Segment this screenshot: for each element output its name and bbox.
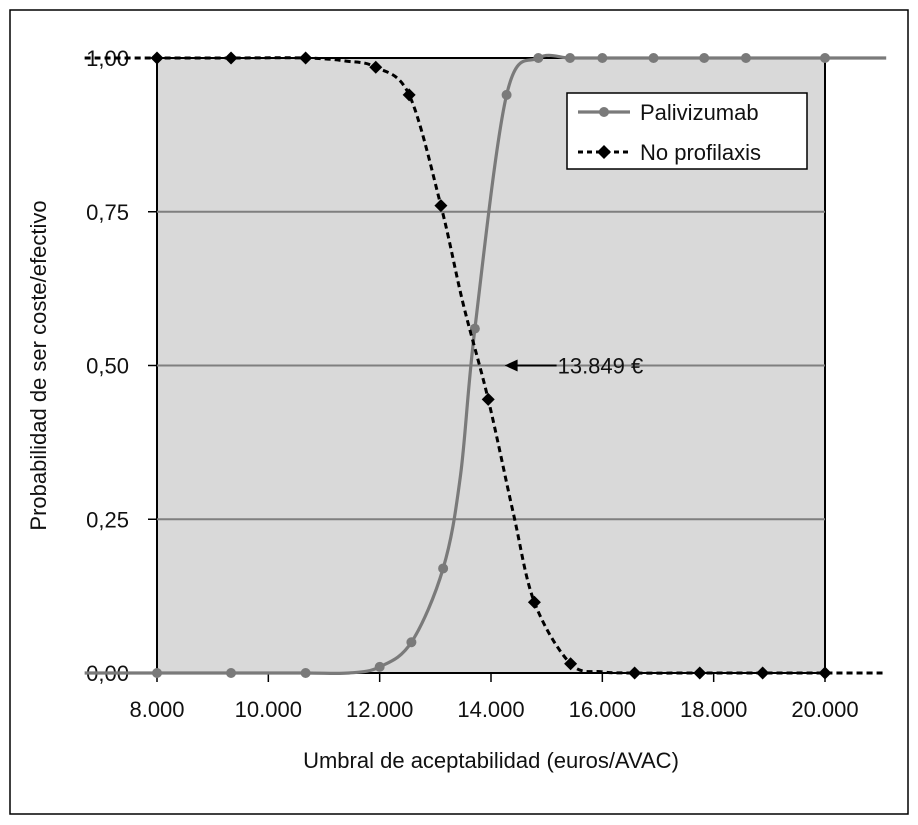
legend-label-palivizumab: Palivizumab: [640, 100, 759, 125]
x-axis-title: Umbral de aceptabilidad (euros/AVAC): [303, 748, 679, 773]
data-point: [597, 53, 608, 63]
legend-marker-palivizumab: [599, 107, 609, 117]
data-point: [699, 53, 710, 63]
legend-marker-no-profilaxis: [597, 145, 611, 159]
data-point: [300, 668, 311, 678]
data-point: [434, 199, 448, 213]
data-point: [820, 53, 830, 63]
data-point: [438, 563, 449, 574]
data-point: [402, 88, 416, 102]
grid: [157, 210, 825, 521]
x-tick-label: 8.000: [129, 697, 184, 722]
y-axis-title: Probabilidad de ser coste/efectivo: [26, 200, 51, 530]
data-point: [226, 668, 237, 678]
data-point: [481, 392, 495, 406]
annotation-arrowhead: [504, 359, 518, 372]
y-tick-label: 0,25: [86, 507, 129, 532]
x-tick-label: 18.000: [680, 697, 747, 722]
x-tick-label: 16.000: [569, 697, 636, 722]
x-axis: 8.000 10.000 12.000 14.000 16.000 18.000 20.00…: [129, 673, 859, 722]
data-point: [374, 661, 385, 672]
series-palivizumab: [84, 53, 887, 678]
series-no-profilaxis: [84, 51, 887, 680]
series-layer: [84, 51, 887, 680]
legend-label-no-profilaxis: No profilaxis: [640, 140, 761, 165]
legend-box: [566, 92, 808, 170]
y-tick-label: 0,75: [86, 200, 129, 225]
legend: Palivizumab No profilaxis: [566, 92, 808, 170]
data-point: [299, 51, 313, 65]
y-tick-label: 0,50: [86, 354, 129, 379]
data-point: [152, 668, 162, 678]
data-point: [533, 53, 544, 63]
data-point: [693, 666, 707, 680]
data-point: [648, 53, 659, 63]
annotation-layer: 13.849 €: [504, 354, 644, 379]
data-point: [756, 666, 770, 680]
data-point: [565, 53, 576, 63]
data-point: [150, 51, 164, 65]
data-point: [406, 637, 417, 648]
data-point: [224, 51, 238, 65]
data-point: [501, 89, 512, 100]
data-point: [527, 595, 541, 609]
x-tick-label: 14.000: [457, 697, 524, 722]
data-point: [740, 53, 751, 63]
data-point: [564, 657, 578, 671]
data-point: [469, 323, 480, 334]
x-tick-label: 12.000: [346, 697, 413, 722]
x-tick-label: 20.000: [791, 697, 858, 722]
annotation-label: 13.849 €: [558, 354, 644, 379]
data-point: [818, 666, 832, 680]
data-point: [369, 60, 383, 74]
x-tick-label: 10.000: [235, 697, 302, 722]
data-point: [628, 666, 642, 680]
